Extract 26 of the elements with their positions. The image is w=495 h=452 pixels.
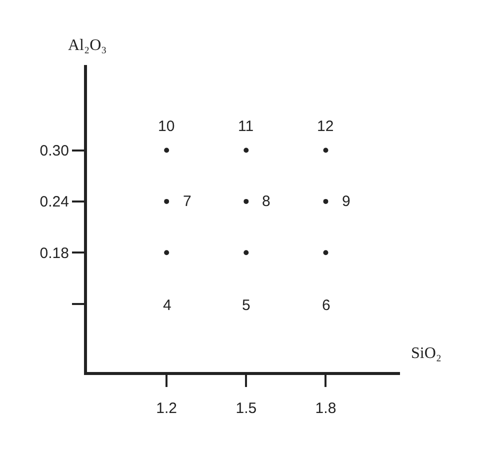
point (164, 250, 170, 256)
point (244, 148, 249, 153)
y-tick-label: 0.18 (40, 244, 69, 262)
point (244, 198, 249, 204)
annotation: 7 (183, 193, 192, 210)
x-tick-label: 1.5 (236, 400, 257, 417)
x-tick-label: 1.2 (156, 400, 178, 417)
y-axis-title: Al₂O₃ (68, 37, 107, 54)
x-tick-label: 1.8 (315, 400, 336, 417)
annotation: 10 (158, 118, 175, 135)
point (244, 250, 249, 256)
x-axis-title: SiO₂ (411, 345, 442, 362)
y-tick-label: 0.24 (40, 194, 69, 211)
annotation: 5 (242, 297, 250, 314)
point (323, 250, 328, 256)
annotation: 6 (322, 297, 330, 314)
point (323, 148, 328, 153)
annotation: 11 (238, 118, 254, 135)
point (164, 148, 170, 153)
annotation: 9 (342, 193, 350, 210)
annotation: 12 (317, 118, 334, 135)
annotation: 4 (163, 297, 172, 314)
point (323, 198, 328, 204)
point (164, 198, 170, 204)
annotation: 8 (262, 193, 270, 210)
y-tick-label: 0.30 (40, 142, 69, 160)
